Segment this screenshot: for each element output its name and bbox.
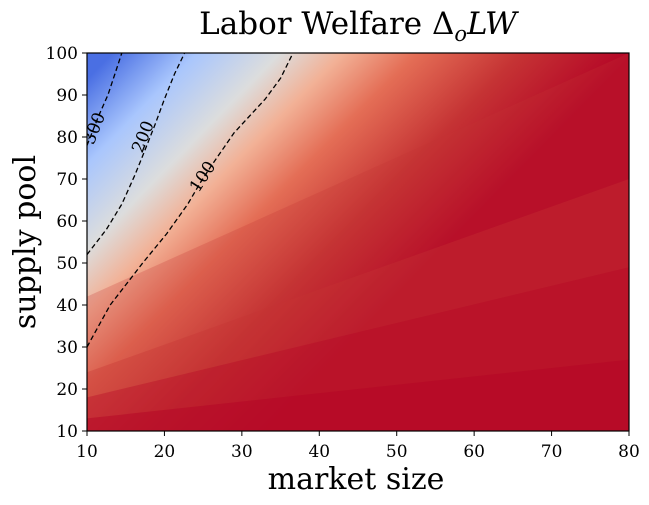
x-tick-label: 40 <box>308 442 330 462</box>
y-axis-ticks: 10 20 30 40 50 60 70 80 90 100 <box>46 44 87 442</box>
contour-line-300 <box>87 53 123 146</box>
x-axis-ticks: 10 20 30 40 50 60 70 80 <box>76 431 640 462</box>
heatmap-field <box>87 53 629 431</box>
title-subscript: o <box>454 22 467 46</box>
contour-line-200 <box>87 53 186 255</box>
y-tick-label: 50 <box>56 254 78 274</box>
color-band-2 <box>87 179 629 431</box>
plot-frame <box>86 52 630 432</box>
contour-line-100 <box>87 53 294 348</box>
color-band-1 <box>87 53 629 431</box>
x-tick-label: 70 <box>541 442 563 462</box>
x-tick-label: 10 <box>76 442 98 462</box>
y-tick-label: 10 <box>56 422 78 442</box>
y-tick-label: 20 <box>56 380 78 400</box>
x-tick-label: 60 <box>463 442 485 462</box>
y-tick-label: 70 <box>56 170 78 190</box>
chart-title: Labor Welfare ΔoLW <box>199 6 519 46</box>
y-axis-label: supply pool <box>8 155 43 329</box>
y-tick-label: 100 <box>46 44 78 64</box>
y-tick-label: 40 <box>56 296 78 316</box>
x-tick-label: 30 <box>231 442 253 462</box>
x-tick-label: 50 <box>386 442 408 462</box>
x-tick-label: 80 <box>618 442 640 462</box>
y-tick-label: 90 <box>56 86 78 106</box>
x-axis-label: market size <box>268 462 445 497</box>
y-tick-label: 30 <box>56 338 78 358</box>
x-tick-label: 20 <box>154 442 176 462</box>
color-bands <box>87 53 629 431</box>
y-tick-label: 80 <box>56 128 78 148</box>
color-band-4 <box>87 359 629 431</box>
title-suffix: LW <box>466 6 519 42</box>
y-tick-label: 60 <box>56 212 78 232</box>
